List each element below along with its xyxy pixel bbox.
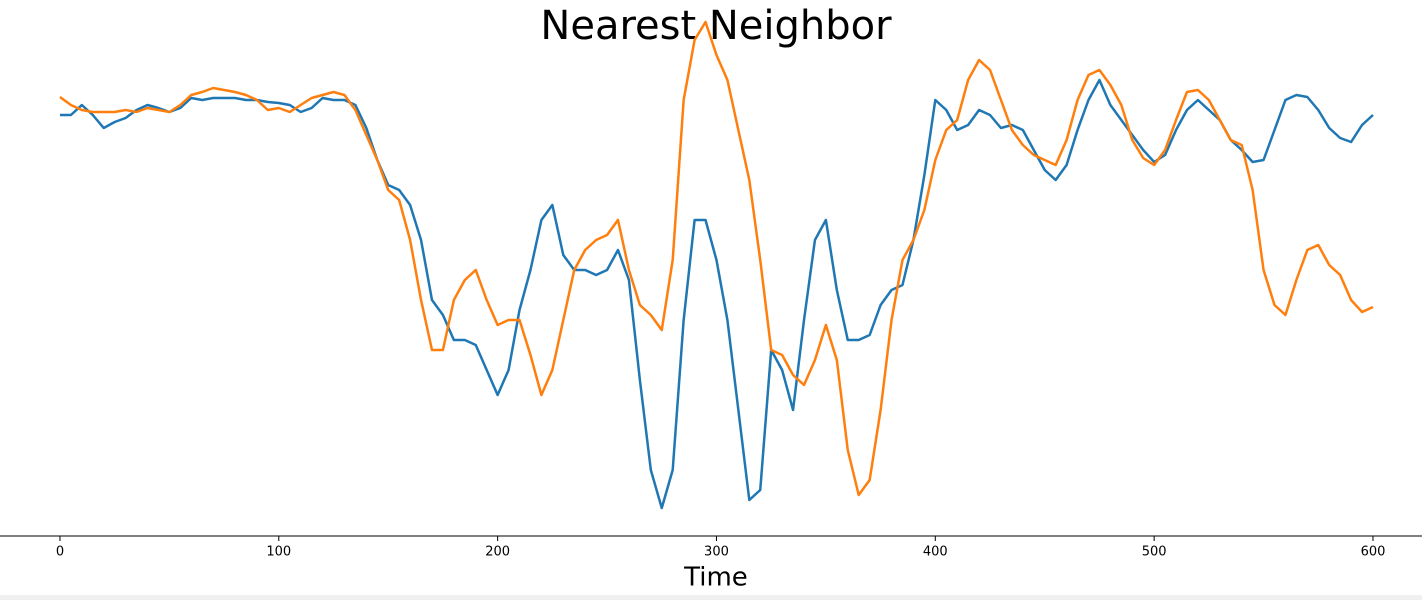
series-line bbox=[59, 78, 1374, 510]
bottom-strip bbox=[0, 595, 1422, 600]
x-tick-label: 300 bbox=[704, 545, 729, 560]
x-tick-label: 200 bbox=[485, 545, 510, 560]
x-tick-label: 100 bbox=[266, 545, 291, 560]
chart-title: Nearest Neighbor bbox=[540, 3, 892, 49]
x-tick-label: 0 bbox=[56, 545, 64, 560]
x-axis-label: Time bbox=[683, 563, 748, 593]
x-tick-label: 400 bbox=[923, 545, 948, 560]
series-line bbox=[59, 20, 1374, 497]
x-tick-label: 500 bbox=[1142, 545, 1167, 560]
x-tick-label: 600 bbox=[1361, 545, 1386, 560]
